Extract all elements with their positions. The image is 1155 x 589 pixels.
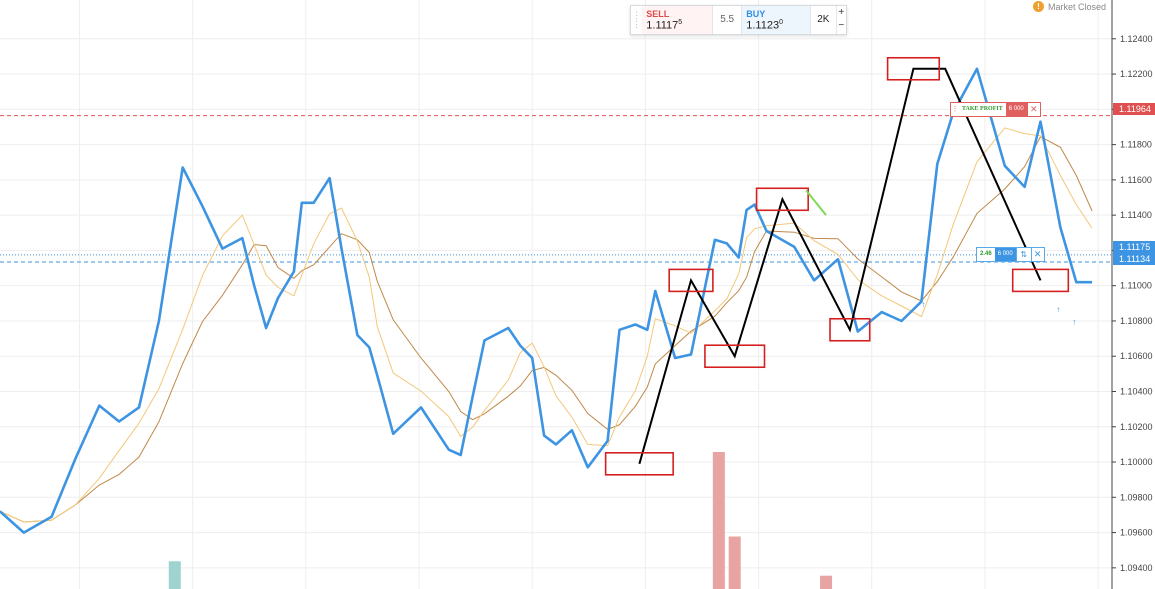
moving-average-fast (0, 127, 1093, 523)
pivot-box (668, 268, 714, 293)
volume-bar (728, 536, 741, 589)
buy-label: BUY (746, 9, 766, 19)
pivot-box (829, 317, 871, 342)
volume-bars (168, 452, 833, 589)
volume-bar (820, 575, 833, 589)
sell-button[interactable]: SELL 1.11175 (642, 6, 713, 34)
market-status: ! Market Closed (1033, 1, 1106, 12)
tick-label: 1.11600 (1120, 175, 1152, 185)
position-order[interactable]: 2.46 6 000 ⇅ ✕ (976, 247, 1045, 262)
drag-handle-icon[interactable]: ⋮ ⋮ (632, 10, 642, 29)
pivot-boxes (604, 56, 1070, 476)
reverse-position-button[interactable]: ⇅ (1015, 248, 1031, 261)
buy-button[interactable]: BUY 1.11230 (742, 6, 811, 34)
volume-bar (168, 561, 181, 589)
close-take-profit-button[interactable]: ✕ (1026, 103, 1040, 116)
tick-label: 1.12400 (1120, 34, 1153, 44)
quantity-stepper: + − (835, 6, 846, 34)
tick-label: 1.10600 (1120, 351, 1153, 361)
pivot-box (886, 56, 941, 81)
volume-bar (712, 452, 725, 589)
quantity-field[interactable]: 2K (810, 6, 835, 34)
tick-label: 1.10200 (1120, 422, 1153, 432)
tick-label: 1.12200 (1120, 69, 1153, 79)
decrease-button[interactable]: − (838, 20, 845, 31)
spread-value: 5.5 (712, 6, 743, 34)
grid (0, 0, 1112, 589)
position-pnl: 2.46 (980, 251, 992, 257)
sell-label: SELL (646, 9, 670, 19)
moving-average-slow (0, 136, 1093, 523)
take-profit-qty: 6 000 (1005, 103, 1027, 116)
tick-label: 1.11400 (1120, 210, 1152, 220)
warning-icon: ! (1033, 1, 1044, 12)
take-profit-label: TAKE PROFIT (962, 106, 1003, 112)
close-position-button[interactable]: ✕ (1030, 248, 1044, 261)
tick-label: 1.11000 (1120, 281, 1152, 291)
tick-label: 1.09600 (1120, 528, 1153, 538)
bid-price-label: 1.11175 (1113, 241, 1155, 253)
price-axis: 1.124001.122001.120001.118001.116001.114… (1112, 34, 1153, 573)
arrow-up-icon: ↑ (921, 300, 925, 309)
tick-label: 1.09400 (1120, 563, 1153, 573)
arrow-up-icon: ↑ (1056, 305, 1060, 314)
tick-label: 1.10800 (1120, 316, 1153, 326)
increase-button[interactable]: + (838, 7, 845, 18)
tick-label: 1.11800 (1120, 140, 1152, 150)
signal-mark (805, 189, 827, 216)
take-profit-order[interactable]: ⋮ TAKE PROFIT 6 000 ✕ (950, 102, 1041, 117)
take-profit-price-label: 1.11964 (1113, 103, 1155, 115)
tick-label: 1.10000 (1120, 457, 1153, 467)
pivot-box (1011, 268, 1070, 293)
drag-handle-icon[interactable]: ⋮ (951, 106, 959, 113)
ask-price-label: 1.11134 (1113, 253, 1155, 265)
signal-arrows: ↑ ↑ ↑ (805, 189, 1076, 326)
pivot-box (755, 187, 809, 212)
trade-panel: ⋮ ⋮ SELL 1.11175 5.5 BUY 1.11230 2K + − (630, 5, 847, 35)
market-status-text: Market Closed (1048, 1, 1107, 12)
arrow-up-icon: ↑ (1072, 317, 1076, 326)
position-qty: 6 000 (994, 248, 1016, 261)
price-line (0, 67, 1093, 534)
pivot-box (604, 451, 674, 476)
buy-price: 1.11230 (746, 19, 783, 32)
tick-label: 1.10400 (1120, 386, 1153, 396)
pivot-box (704, 344, 766, 369)
sell-price: 1.11175 (646, 19, 683, 32)
tick-label: 1.09800 (1120, 492, 1153, 502)
